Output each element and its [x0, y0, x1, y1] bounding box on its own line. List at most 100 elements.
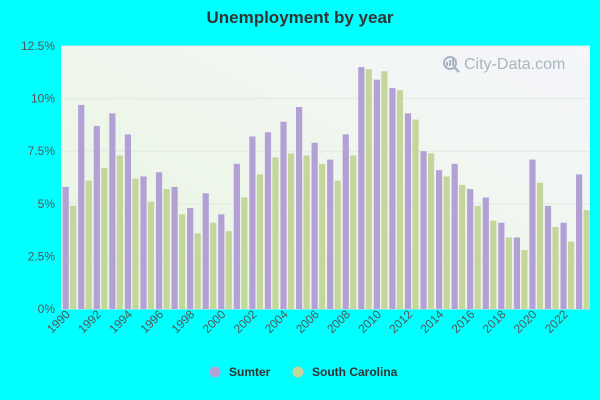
x-tick-label: 2010: [355, 307, 384, 336]
bars: [62, 67, 590, 310]
bar-sumter-2018[interactable]: [498, 222, 505, 309]
bar-sumter-2007[interactable]: [327, 159, 334, 309]
bar-south-carolina-2022[interactable]: [567, 241, 575, 309]
bar-south-carolina-1997[interactable]: [179, 214, 186, 309]
bar-south-carolina-2014[interactable]: [443, 176, 450, 309]
x-tick-label: 2000: [200, 307, 229, 336]
legend-marker-sumter: [209, 366, 221, 378]
bar-south-carolina-2003[interactable]: [272, 157, 279, 309]
bar-south-carolina-2001[interactable]: [241, 197, 248, 309]
magnifier-icon: [443, 56, 460, 73]
bar-south-carolina-2006[interactable]: [319, 163, 326, 309]
x-tick-label: 2016: [449, 307, 478, 336]
chart-title: Unemployment by year: [206, 8, 394, 27]
bar-south-carolina-2012[interactable]: [412, 119, 419, 309]
bar-south-carolina-1998[interactable]: [194, 233, 201, 309]
y-tick-label: 7.5%: [28, 144, 56, 158]
bar-sumter-2002[interactable]: [249, 136, 256, 309]
bar-south-carolina-2020[interactable]: [536, 182, 544, 309]
bar-sumter-1991[interactable]: [78, 104, 85, 309]
legend: Sumter South Carolina: [209, 365, 398, 379]
x-tick-label: 2022: [542, 307, 571, 336]
bar-sumter-1993[interactable]: [109, 113, 116, 309]
bar-sumter-2016[interactable]: [467, 189, 474, 309]
bar-sumter-2014[interactable]: [436, 170, 443, 309]
x-tick-label: 2002: [231, 307, 260, 336]
bar-sumter-1999[interactable]: [202, 193, 209, 309]
bar-sumter-1990[interactable]: [62, 186, 69, 309]
y-tick-label: 2.5%: [28, 249, 56, 263]
bar-sumter-2019[interactable]: [513, 237, 521, 309]
bar-sumter-2023[interactable]: [576, 174, 583, 309]
x-tick-label: 2012: [386, 307, 415, 336]
x-tick-label: 2006: [293, 307, 322, 336]
bar-south-carolina-2008[interactable]: [350, 155, 357, 309]
bar-sumter-1997[interactable]: [171, 186, 178, 309]
bar-sumter-2017[interactable]: [482, 197, 489, 309]
bar-sumter-2009[interactable]: [358, 67, 365, 309]
bar-south-carolina-2007[interactable]: [334, 180, 341, 309]
bar-sumter-2020[interactable]: [529, 159, 536, 309]
bar-sumter-2005[interactable]: [295, 107, 303, 310]
bar-south-carolina-1996[interactable]: [163, 189, 170, 309]
bar-south-carolina-2002[interactable]: [256, 174, 264, 309]
bar-sumter-1998[interactable]: [187, 208, 194, 309]
y-tick-label: 0%: [38, 302, 56, 316]
x-tick-label: 2020: [511, 307, 540, 336]
bar-sumter-2006[interactable]: [311, 142, 318, 309]
x-tick-label: 2008: [324, 307, 353, 336]
bar-south-carolina-1990[interactable]: [70, 205, 77, 309]
bar-south-carolina-1993[interactable]: [116, 155, 123, 309]
bar-sumter-2013[interactable]: [420, 151, 427, 309]
bar-sumter-2001[interactable]: [233, 163, 240, 309]
bar-sumter-2008[interactable]: [342, 134, 349, 309]
watermark-text: City-Data.com: [464, 56, 565, 73]
bar-sumter-2004[interactable]: [280, 121, 287, 309]
bar-south-carolina-2013[interactable]: [427, 153, 435, 309]
bar-sumter-2012[interactable]: [404, 113, 412, 309]
bar-sumter-2000[interactable]: [218, 214, 225, 309]
x-tick-label: 1992: [75, 307, 104, 336]
legend-marker-south-carolina: [292, 366, 304, 378]
bar-south-carolina-2009[interactable]: [365, 69, 372, 309]
x-axis-ticks: 1990 1992 1994 1996 1998 2000 2002 2004 2006 2008…: [44, 307, 571, 336]
bar-sumter-2015[interactable]: [451, 163, 458, 309]
bar-south-carolina-2010[interactable]: [381, 71, 388, 309]
x-tick-label: 2004: [262, 307, 291, 336]
y-axis-ticks: 0% 2.5% 5% 7.5% 10% 12.5%: [21, 39, 55, 316]
bar-south-carolina-2000[interactable]: [225, 231, 232, 309]
bar-south-carolina-2021[interactable]: [552, 226, 559, 309]
watermark: City-Data.com: [443, 56, 565, 73]
bar-south-carolina-1999[interactable]: [210, 222, 217, 309]
x-tick-label: 1996: [137, 307, 166, 336]
bar-sumter-1995[interactable]: [140, 176, 147, 309]
bar-south-carolina-2017[interactable]: [490, 220, 497, 309]
bar-sumter-1992[interactable]: [93, 125, 100, 310]
bar-sumter-2010[interactable]: [373, 79, 380, 309]
bar-south-carolina-1992[interactable]: [101, 168, 108, 309]
bar-sumter-2011[interactable]: [389, 88, 396, 309]
bar-south-carolina-1995[interactable]: [147, 201, 155, 309]
bar-sumter-1996[interactable]: [155, 172, 163, 309]
bar-south-carolina-2019[interactable]: [521, 250, 528, 309]
x-tick-label: 2018: [480, 307, 509, 336]
legend-label-south-carolina: South Carolina: [312, 365, 398, 379]
bar-sumter-1994[interactable]: [124, 134, 132, 309]
bar-south-carolina-2016[interactable]: [474, 205, 481, 309]
y-tick-label: 12.5%: [21, 39, 55, 53]
bar-south-carolina-2018[interactable]: [505, 237, 512, 309]
bar-south-carolina-2004[interactable]: [287, 153, 295, 309]
bar-south-carolina-2011[interactable]: [396, 90, 404, 310]
bar-south-carolina-1991[interactable]: [85, 180, 92, 309]
bar-south-carolina-2015[interactable]: [459, 184, 466, 309]
bar-sumter-2021[interactable]: [544, 205, 552, 309]
bar-sumter-2003[interactable]: [264, 132, 272, 309]
x-tick-label: 1998: [169, 307, 198, 336]
bar-south-carolina-2023[interactable]: [583, 210, 590, 309]
bar-south-carolina-2005[interactable]: [303, 155, 310, 309]
y-tick-label: 5%: [38, 197, 56, 211]
bar-sumter-2022[interactable]: [560, 222, 567, 309]
bar-south-carolina-1994[interactable]: [132, 178, 139, 309]
x-tick-label: 1994: [106, 307, 135, 336]
